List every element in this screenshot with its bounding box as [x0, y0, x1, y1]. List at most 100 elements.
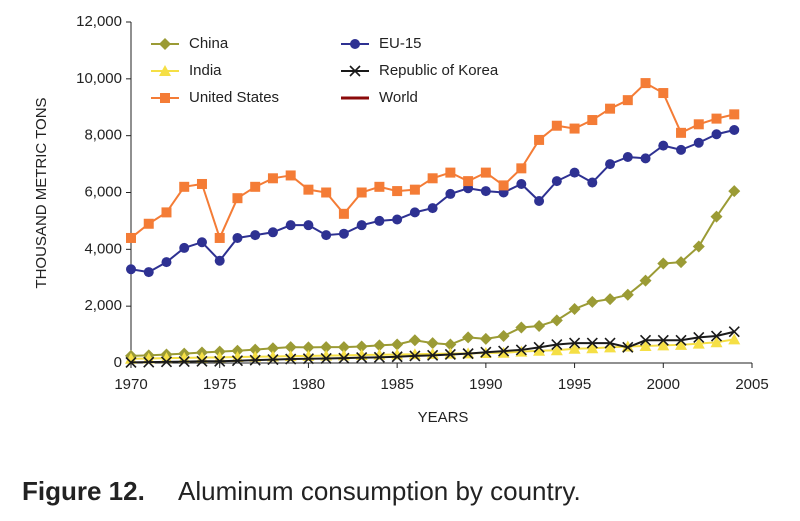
- y-tick-label: 4,000: [84, 240, 122, 257]
- x-tick-label: 1995: [558, 376, 591, 393]
- point: [497, 330, 510, 343]
- point: [551, 176, 562, 187]
- point: [303, 184, 314, 195]
- point: [232, 193, 243, 204]
- point: [463, 176, 474, 187]
- point: [569, 123, 580, 134]
- point: [320, 352, 332, 365]
- point: [232, 232, 243, 243]
- point: [586, 342, 599, 354]
- x-tick-label: 1980: [292, 376, 325, 393]
- point: [427, 203, 438, 214]
- legend-label: India: [189, 62, 222, 79]
- point: [586, 337, 598, 349]
- point: [267, 354, 279, 366]
- point: [639, 274, 652, 287]
- point: [355, 340, 368, 353]
- point: [231, 351, 244, 363]
- point: [160, 356, 173, 368]
- point: [214, 255, 225, 266]
- point: [356, 352, 368, 364]
- y-tick-label: 8,000: [84, 127, 122, 144]
- x-axis-label: YEARS: [418, 409, 469, 426]
- point: [640, 78, 651, 89]
- point: [338, 352, 350, 364]
- point: [534, 196, 545, 207]
- point: [711, 113, 722, 124]
- point: [586, 295, 599, 308]
- point: [142, 352, 155, 364]
- point: [285, 353, 297, 365]
- point: [516, 163, 527, 174]
- point: [320, 341, 333, 354]
- point: [160, 352, 173, 364]
- point: [409, 207, 420, 218]
- point: [676, 144, 687, 155]
- point: [444, 347, 457, 359]
- point: [196, 178, 207, 189]
- point: [533, 320, 546, 333]
- legend-marker: [349, 65, 361, 77]
- point: [516, 178, 527, 189]
- x-tick-label: 2000: [647, 376, 680, 393]
- x-tick-label: 1970: [114, 376, 147, 393]
- point: [710, 210, 723, 223]
- caption: Aluminum consumption by country.: [178, 476, 581, 506]
- point: [338, 208, 349, 219]
- point: [373, 339, 386, 352]
- point: [143, 356, 155, 368]
- point: [267, 227, 278, 238]
- point: [125, 356, 137, 368]
- point: [729, 109, 740, 120]
- point: [675, 338, 688, 350]
- figure-label: Figure 12.: [22, 476, 145, 506]
- point: [622, 151, 633, 162]
- point: [693, 137, 704, 148]
- y-tick-label: 10,000: [76, 70, 122, 87]
- point: [427, 173, 438, 184]
- point: [621, 288, 634, 301]
- point: [196, 355, 208, 367]
- point: [729, 124, 740, 135]
- point: [126, 264, 136, 275]
- point: [356, 220, 367, 231]
- point: [303, 220, 314, 231]
- point: [356, 187, 367, 198]
- point: [302, 341, 315, 354]
- y-tick-label: 6,000: [84, 183, 122, 200]
- series-line: [130, 190, 736, 357]
- legend-label: Republic of Korea: [379, 62, 499, 79]
- point: [250, 230, 261, 241]
- point: [231, 344, 244, 357]
- point: [266, 342, 279, 355]
- point: [302, 353, 314, 365]
- point: [569, 337, 581, 349]
- point: [444, 338, 457, 351]
- legend-label: United States: [189, 89, 279, 106]
- legend-marker: [350, 39, 360, 49]
- point: [392, 214, 403, 225]
- point: [551, 338, 563, 351]
- point: [639, 334, 652, 346]
- point: [408, 334, 421, 347]
- point: [498, 180, 509, 191]
- point: [550, 344, 563, 356]
- point: [161, 207, 172, 218]
- point: [658, 88, 669, 99]
- point: [445, 167, 456, 178]
- point: [693, 331, 705, 343]
- legend-label: China: [189, 35, 229, 52]
- point: [267, 173, 278, 184]
- y-tick-label: 0: [114, 354, 122, 371]
- point: [445, 188, 456, 199]
- legend-marker: [160, 93, 170, 103]
- point: [321, 230, 332, 241]
- point: [143, 218, 154, 229]
- point: [178, 356, 190, 368]
- point: [604, 337, 616, 349]
- y-tick-label: 12,000: [76, 13, 122, 30]
- point: [285, 220, 296, 231]
- point: [622, 95, 633, 106]
- point: [693, 119, 704, 130]
- x-tick-label: 2005: [735, 376, 768, 393]
